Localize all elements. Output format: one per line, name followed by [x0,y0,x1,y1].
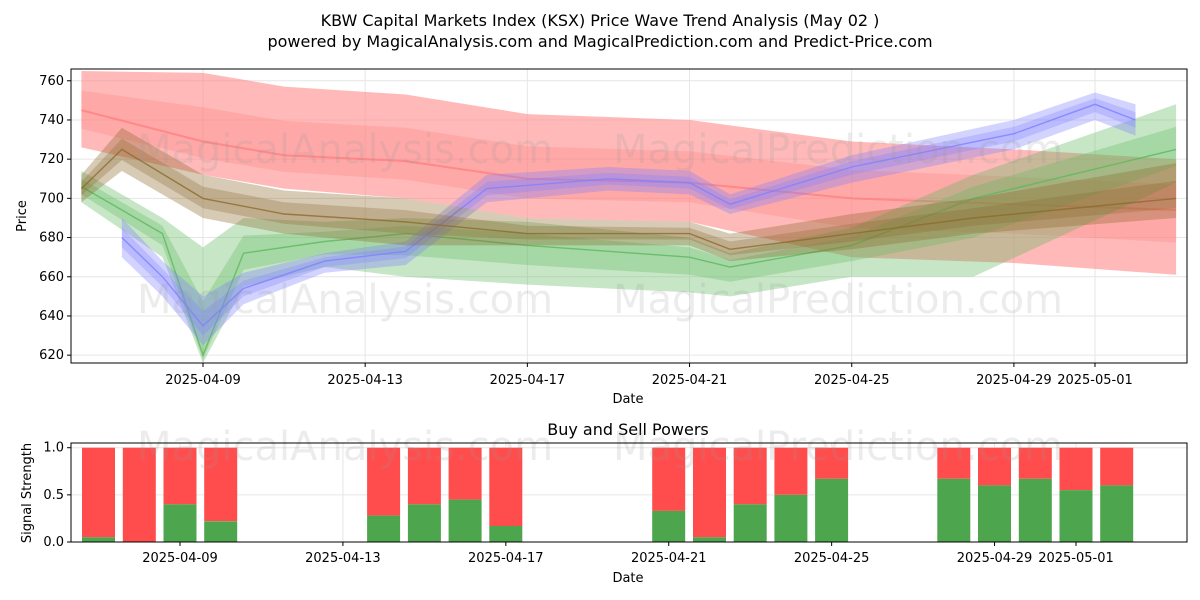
watermark-bottom-right: MagicalPrediction.com [613,424,1063,470]
signal-x-tick-label: 2025-04-21 [631,551,707,566]
center-line-red [81,109,1177,212]
buy-bar [1100,485,1134,542]
signal-x-axis-label: Date [612,571,643,586]
sell-bar [367,447,401,516]
band-red [81,71,1177,275]
price-x-tick-label: 2025-04-25 [814,373,890,388]
price-y-tick-label: 680 [39,231,64,246]
buy-bar [774,494,808,542]
signal-title: Buy and Sell Powers [547,420,709,439]
sell-bar [204,447,238,522]
center-line-brown [80,148,1177,251]
sell-bar [693,447,726,538]
sell-bar [82,447,115,538]
price-x-tick-label: 2025-04-17 [490,373,566,388]
buy-bar [815,478,849,542]
signal-y-axis-label: Signal Strength [20,443,35,543]
band-inner-brown [81,138,1177,256]
watermark-bottom-left: MagicalAnalysis.com [137,424,553,470]
buy-bar [367,515,401,542]
price-y-tick-label: 760 [39,74,64,89]
chart-title: KBW Capital Markets Index (KSX) Price Wa… [321,11,880,30]
price-plot-frame [70,68,1188,364]
watermark-right-lower: MagicalPrediction.com [613,277,1063,323]
signal-y-ticks: 0.0 0.5 1.0 [43,441,71,550]
price-x-tick-label: 2025-04-09 [165,373,241,388]
center-line-green [81,148,1177,358]
buy-bar [1018,478,1052,542]
buy-bar [733,504,767,542]
center-line-blue [121,103,1136,327]
buy-bar [937,478,971,542]
price-x-tick-label: 2025-05-01 [1057,373,1133,388]
price-x-tick-label: 2025-04-29 [976,373,1052,388]
band-blue [121,92,1136,346]
buy-bar [163,504,197,542]
price-y-tick-label: 660 [39,270,64,285]
sell-bar [815,447,849,479]
buy-bar [693,537,726,542]
buy-bar [82,537,115,542]
price-x-tick-label: 2025-04-21 [652,373,728,388]
sell-bar [122,447,156,542]
buy-bar [448,499,482,542]
sell-bar [733,447,767,505]
sell-bar [1018,447,1052,479]
sell-bar [489,447,523,526]
price-y-tick-label: 620 [39,348,64,363]
watermark-left: MagicalAnalysis.com [137,127,553,173]
price-panel: MagicalAnalysis.com MagicalPrediction.co… [15,68,1188,407]
sell-bar [774,447,808,495]
buy-bar [1059,490,1093,542]
signal-x-tick-label: 2025-04-09 [142,551,218,566]
signal-x-tick-label: 2025-04-25 [794,551,870,566]
price-y-tick-label: 720 [39,152,64,167]
price-x-tick-label: 2025-04-13 [327,373,403,388]
signal-x-tick-label: 2025-04-13 [305,551,381,566]
price-y-ticks: 620 640 660 680 700 720 740 760 [39,74,71,363]
signal-bars [82,447,1134,542]
band-inner-green [81,126,1177,360]
sell-bar [407,447,441,505]
sell-bar [163,447,197,505]
price-bands [80,71,1177,364]
signal-x-tick-label: 2025-04-17 [468,551,544,566]
signal-x-ticks: 2025-04-09 2025-04-13 2025-04-17 2025-04-21… [142,542,1114,566]
sell-bar [1059,447,1093,491]
price-x-ticks: 2025-04-09 2025-04-13 2025-04-17 2025-04-21… [165,363,1133,388]
sell-bar [937,447,971,479]
chart-subtitle: powered by MagicalAnalysis.com and Magic… [267,32,932,51]
buy-bar [978,485,1011,542]
price-x-axis-label: Date [612,392,643,407]
price-y-tick-label: 700 [39,191,64,206]
signal-y-tick-label: 0.0 [43,535,64,550]
price-y-tick-label: 640 [39,309,64,324]
signal-plot-frame [70,442,1188,543]
band-inner-blue [121,98,1136,336]
buy-bar [652,510,686,542]
price-y-tick-label: 740 [39,113,64,128]
signal-panel: Buy and Sell Powers MagicalAnalysis.com … [20,420,1188,586]
signal-y-tick-label: 0.5 [43,488,64,503]
sell-bar [652,447,686,511]
buy-bar [407,504,441,542]
watermark-right: MagicalPrediction.com [613,127,1063,173]
price-y-axis-label: Price [15,200,30,232]
watermark-left-lower: MagicalAnalysis.com [137,277,553,323]
sell-bar [1100,447,1134,486]
sell-bar [448,447,482,500]
band-inner-red [81,90,1177,243]
signal-y-tick-label: 1.0 [43,441,64,456]
signal-x-tick-label: 2025-05-01 [1038,551,1114,566]
buy-bar [204,521,238,542]
signal-x-tick-label: 2025-04-29 [957,551,1033,566]
buy-bar [489,526,523,542]
sell-bar [978,447,1011,486]
